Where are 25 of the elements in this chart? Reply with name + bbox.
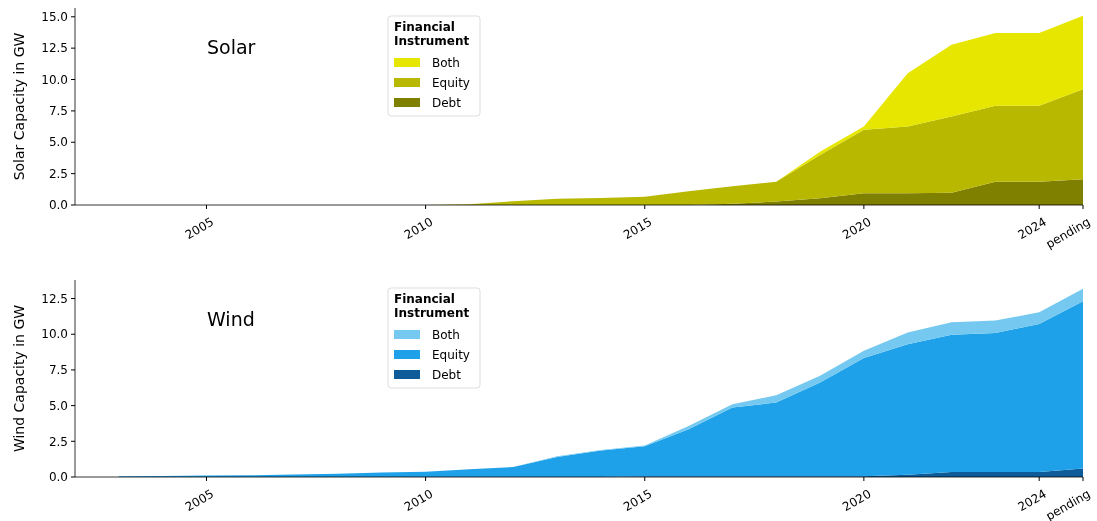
legend-label: Equity [432, 348, 470, 362]
text: Solar [207, 36, 256, 58]
legend-label: Debt [432, 96, 462, 110]
legend-label: Both [432, 56, 460, 70]
y-axis-title: Solar Capacity in GW [11, 32, 27, 181]
y-tick-label: 5.0 [48, 398, 68, 413]
y-tick-label: 12.5 [41, 291, 68, 306]
legend-label: Both [432, 328, 460, 342]
legend-title: Financial Instrument [394, 20, 470, 48]
y-tick-label: 15.0 [41, 9, 68, 24]
y-tick-label: 2.5 [48, 166, 68, 181]
y-tick-label: 7.5 [48, 104, 68, 119]
text: Wind [207, 308, 255, 330]
y-axis-title: Wind Capacity in GW [11, 304, 27, 453]
y-tick-label: 2.5 [48, 434, 68, 449]
legend-title: Financial Instrument [394, 292, 470, 320]
y-tick-label: 10.0 [41, 327, 68, 342]
y-tick-label: 10.0 [41, 72, 68, 87]
y-tick-label: 0.0 [48, 198, 68, 213]
legend-label: Equity [432, 76, 470, 90]
legend-label: Debt [432, 368, 462, 382]
y-tick-label: 5.0 [48, 135, 68, 150]
y-tick-label: 12.5 [41, 41, 68, 56]
y-tick-label: 7.5 [48, 363, 68, 378]
y-tick-label: 0.0 [48, 470, 68, 485]
